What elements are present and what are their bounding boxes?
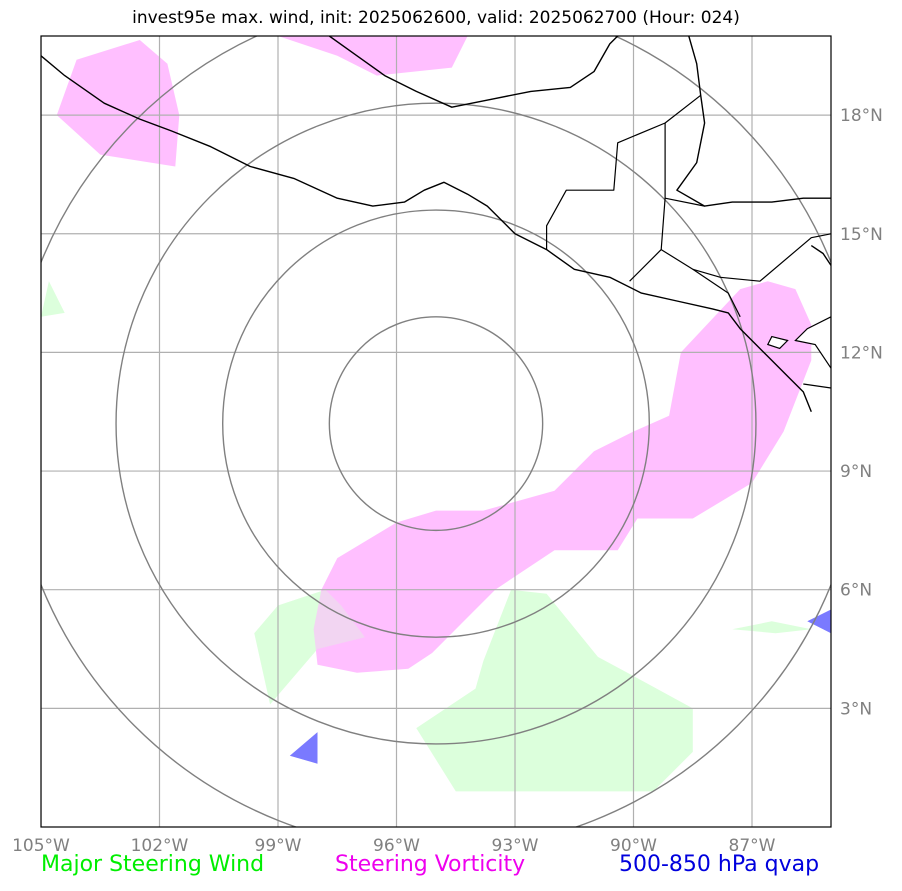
map-frame	[40, 35, 832, 828]
longitude-tick-label: 99°W	[255, 836, 302, 856]
latitude-tick-label: 15°N	[840, 225, 883, 245]
range-ring	[115, 102, 757, 745]
legend-major-steering-wind: Major Steering Wind	[41, 852, 265, 877]
steering-wind-region	[416, 589, 693, 792]
steering-vorticity-region	[56, 40, 180, 167]
longitude-tick-label: 87°W	[729, 836, 776, 856]
coastline	[328, 36, 619, 108]
longitude-tick-label: 105°W	[12, 836, 70, 856]
map-plot-area	[41, 36, 831, 827]
longitude-tick-label: 96°W	[373, 836, 420, 856]
latitude-tick-label: 12°N	[840, 343, 883, 363]
qvap-region	[807, 609, 831, 634]
latitude-tick-label: 9°N	[840, 462, 872, 482]
longitude-tick-label: 93°W	[492, 836, 539, 856]
latitude-tick-label: 3°N	[840, 699, 872, 719]
map-title: invest95e max. wind, init: 2025062600, v…	[132, 8, 740, 28]
steering-wind-overlap	[254, 589, 365, 705]
axis-tick-labels: 105°W 102°W 99°W 96°W 93°W 90°W 87°W 3°N 6°N 9°N 1…	[12, 106, 883, 856]
country-border	[629, 198, 666, 282]
range-ring	[221, 209, 651, 638]
qvap-region	[289, 732, 318, 764]
steering-vorticity-region	[313, 281, 812, 673]
latitude-tick-label: 6°N	[840, 581, 872, 601]
country-border	[803, 383, 831, 389]
coastline	[676, 36, 831, 207]
lake-outline	[766, 335, 789, 350]
steering-vorticity-region	[278, 36, 468, 76]
country-border	[692, 233, 831, 282]
longitude-tick-label: 90°W	[610, 836, 657, 856]
country-border	[664, 123, 705, 207]
legend-qvap: 500-850 hPa qvap	[619, 852, 820, 877]
coastline	[810, 245, 831, 266]
coastline	[41, 55, 812, 412]
steering-wind-region	[732, 621, 812, 634]
country-border	[545, 94, 702, 250]
range-ring	[328, 316, 544, 532]
longitude-tick-label: 102°W	[131, 836, 189, 856]
latitude-tick-label: 18°N	[840, 106, 883, 126]
lake-outline	[794, 316, 831, 370]
legend-steering-vorticity: Steering Vorticity	[335, 852, 526, 877]
steering-wind-region	[41, 281, 65, 317]
country-border	[660, 249, 741, 318]
